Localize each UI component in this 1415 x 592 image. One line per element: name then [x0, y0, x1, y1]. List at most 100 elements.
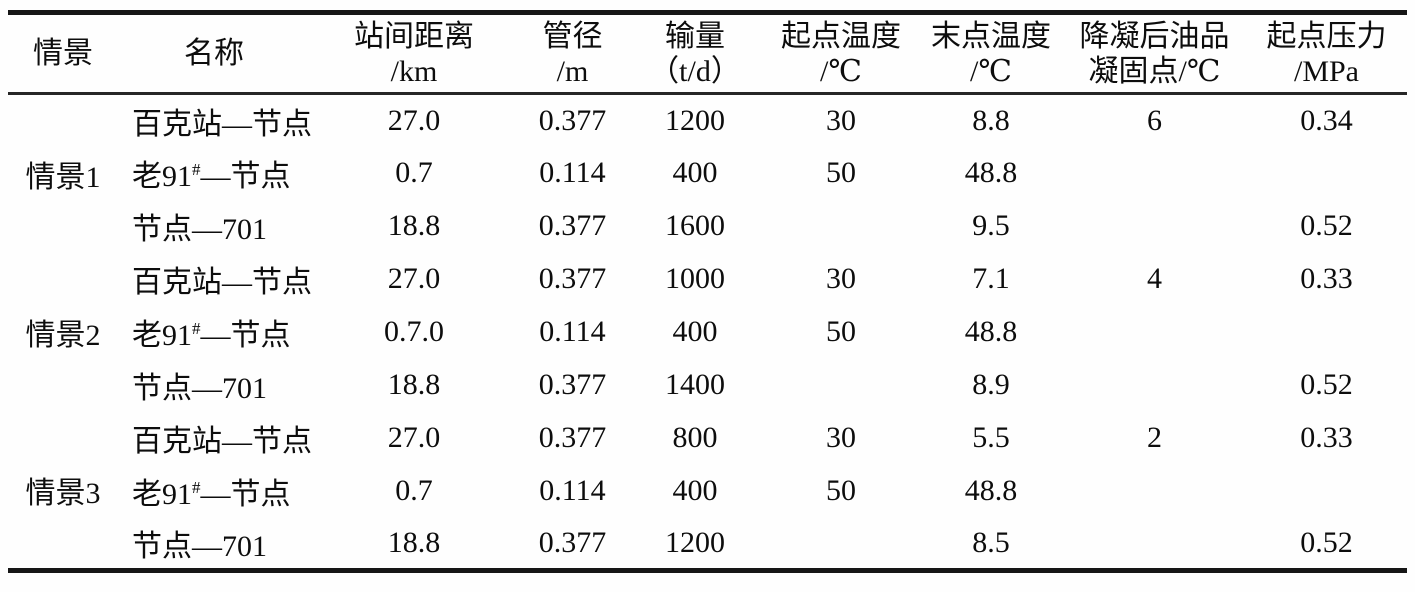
- cell-pressure: [1246, 306, 1407, 359]
- table-row: 情景2 百克站—节点 27.0 0.377 1000 30 7.1 4 0.33: [8, 253, 1407, 352]
- header-label: 情景: [33, 37, 93, 70]
- header-unit: /℃: [820, 54, 862, 88]
- cell-start-temp: 50: [826, 156, 856, 189]
- table-row: 情景1 百克站—节点 27.0 0.377 1200 30 8.8 6 0.34: [8, 94, 1407, 194]
- cell-diameter: 0.377: [538, 368, 607, 401]
- cell-throughput: 1200: [665, 525, 725, 559]
- name-text: —节点: [200, 319, 291, 352]
- cell-end-temp: 48.8: [964, 315, 1018, 348]
- cell-pressure: [1246, 465, 1407, 518]
- cell-throughput: 1400: [665, 368, 725, 401]
- cell-distance: 18.8: [387, 209, 441, 242]
- cell-throughput: 1000: [665, 262, 725, 295]
- cell-pressure: 0.33: [1300, 421, 1353, 454]
- cell-distance: 27.0: [387, 421, 441, 454]
- cell-pressure: [1246, 147, 1407, 200]
- cell-throughput: 1600: [665, 209, 725, 242]
- cell-pour-point: 4: [1147, 262, 1162, 295]
- header-unit: （t/d）: [649, 54, 741, 88]
- cell-start-temp: [763, 359, 919, 412]
- table-row: 老91#—节点 0.7.0 0.114 400 50 48.8: [8, 306, 1407, 359]
- name-text: —节点: [200, 478, 291, 511]
- cell-name: 老91#—节点: [118, 306, 310, 359]
- header-label: 末点温度: [931, 19, 1051, 53]
- cell-end-temp: 8.5: [972, 525, 1010, 559]
- table-row: 节点—701 18.8 0.377 1600 9.5 0.52: [8, 200, 1407, 253]
- table-row: 节点—701 18.8 0.377 1200 8.5 0.52: [8, 518, 1407, 571]
- cell-throughput: 400: [672, 474, 718, 507]
- cell-name: 老91#—节点: [118, 147, 310, 200]
- table-row: 老91#—节点 0.7 0.114 400 50 48.8: [8, 147, 1407, 200]
- name-text: 百克站—节点: [132, 266, 312, 299]
- cell-throughput: 400: [672, 156, 718, 189]
- col-header-diameter: 管径 /m: [518, 12, 627, 95]
- cell-pour-point: 6: [1147, 103, 1162, 137]
- col-header-end-temp: 末点温度 /℃: [919, 12, 1063, 95]
- cell-end-temp: 48.8: [964, 156, 1018, 189]
- name-superscript: #: [192, 319, 201, 338]
- cell-diameter: 0.114: [539, 315, 606, 348]
- header-label: 站间距离: [354, 19, 474, 53]
- cell-start-temp: 50: [826, 315, 856, 348]
- scenario-cell: 情景3: [25, 476, 101, 510]
- cell-name: 百克站—节点: [118, 412, 312, 465]
- col-header-name: 名称: [118, 12, 310, 95]
- header-unit: /m: [556, 54, 589, 88]
- cell-distance: 27.0: [387, 262, 441, 295]
- cell-diameter: 0.377: [538, 209, 607, 242]
- cell-start-temp: 30: [826, 262, 856, 295]
- cell-end-temp: 9.5: [972, 209, 1010, 242]
- cell-name: 百克站—节点: [118, 94, 312, 147]
- cell-pour-point: [1063, 518, 1246, 571]
- cell-pour-point: 2: [1147, 421, 1162, 454]
- cell-end-temp: 48.8: [964, 474, 1018, 507]
- header-label: 名称: [184, 37, 244, 70]
- cell-start-temp: 50: [826, 474, 856, 507]
- cell-distance: 0.7: [395, 156, 433, 189]
- cell-start-temp: 30: [826, 103, 856, 137]
- header-row: 情景 名称 站间距离 /km 管径 /m 输量 （t/d） 起点温度 /℃: [8, 12, 1407, 95]
- name-text: 老91: [132, 478, 192, 511]
- header-label: 输量: [665, 19, 725, 53]
- cell-diameter: 0.377: [538, 421, 607, 454]
- cell-name: 老91#—节点: [118, 465, 310, 518]
- name-text: 节点—701: [132, 213, 267, 246]
- cell-distance: 27.0: [387, 103, 441, 137]
- name-text: 老91: [132, 319, 192, 352]
- cell-end-temp: 8.8: [972, 103, 1010, 137]
- cell-name: 节点—701: [118, 200, 310, 253]
- header-label: 管径: [542, 19, 603, 53]
- cell-pour-point: [1063, 200, 1246, 253]
- header-label: 起点压力: [1266, 19, 1387, 53]
- cell-diameter: 0.114: [539, 156, 606, 189]
- cell-pour-point: [1063, 359, 1246, 412]
- name-text: 老91: [132, 160, 192, 193]
- cell-distance: 0.7.0: [384, 315, 444, 348]
- cell-start-temp: 30: [826, 421, 856, 454]
- cell-end-temp: 8.9: [972, 368, 1010, 401]
- cell-pressure: 0.52: [1300, 525, 1353, 559]
- cell-throughput: 400: [672, 315, 718, 348]
- col-header-scenario: 情景: [8, 12, 118, 95]
- table-header: 情景 名称 站间距离 /km 管径 /m 输量 （t/d） 起点温度 /℃: [8, 12, 1407, 95]
- table-row: 老91#—节点 0.7 0.114 400 50 48.8: [8, 465, 1407, 518]
- header-label: 起点温度: [781, 19, 901, 53]
- cell-diameter: 0.377: [538, 103, 607, 137]
- name-text: 节点—701: [132, 529, 267, 563]
- header-unit: /km: [390, 54, 438, 88]
- scenario-cell: 情景2: [25, 319, 101, 352]
- cell-pour-point: [1063, 465, 1246, 518]
- cell-pressure: 0.52: [1300, 209, 1353, 242]
- cell-diameter: 0.377: [538, 525, 607, 559]
- cell-pour-point: [1063, 147, 1246, 200]
- col-header-start-temp: 起点温度 /℃: [763, 12, 919, 95]
- cell-distance: 0.7: [395, 474, 433, 507]
- cell-end-temp: 5.5: [972, 421, 1010, 454]
- header-unit: /℃: [970, 54, 1012, 88]
- col-header-distance: 站间距离 /km: [310, 12, 518, 95]
- cell-pour-point: [1063, 306, 1246, 359]
- cell-name: 节点—701: [118, 359, 310, 412]
- header-label: 降凝后油品: [1079, 19, 1230, 53]
- col-header-throughput: 输量 （t/d）: [627, 12, 763, 95]
- table-body: 情景1 百克站—节点 27.0 0.377 1200 30 8.8 6 0.34…: [8, 94, 1407, 571]
